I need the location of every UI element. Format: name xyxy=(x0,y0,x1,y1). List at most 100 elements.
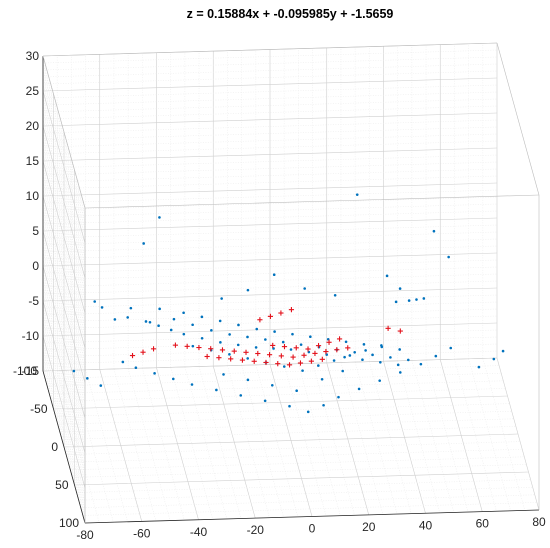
inlier-point xyxy=(243,349,249,355)
grid-line xyxy=(42,119,498,134)
cloud-point xyxy=(332,359,336,362)
cloud-point xyxy=(422,297,426,300)
cloud-point xyxy=(86,377,89,380)
inlier-point xyxy=(305,346,311,352)
grid-line xyxy=(42,182,498,197)
cloud-point xyxy=(355,193,359,196)
grid-line xyxy=(42,175,498,190)
cloud-point xyxy=(237,323,240,327)
grid-line xyxy=(42,168,498,183)
cloud-point xyxy=(371,353,374,357)
grid-line xyxy=(42,63,498,78)
inlier-point xyxy=(312,350,318,357)
cloud-point xyxy=(309,335,312,338)
y-axis-line xyxy=(42,370,86,524)
grid-line xyxy=(42,56,498,71)
inlier-point xyxy=(297,360,304,366)
inlier-point xyxy=(334,347,340,353)
cloud-point xyxy=(281,340,285,344)
cloud-point xyxy=(158,307,161,311)
grid-line xyxy=(42,84,498,99)
cloud-point xyxy=(341,369,345,373)
x-tick-label: -20 xyxy=(247,523,265,537)
grid-line xyxy=(42,252,498,267)
inlier-point xyxy=(208,346,214,352)
grid-line xyxy=(68,448,523,463)
cloud-point xyxy=(228,333,231,336)
box-edge xyxy=(42,55,86,209)
x-tick-label: -40 xyxy=(190,525,208,539)
cloud-point xyxy=(142,242,145,245)
cloud-point xyxy=(219,341,222,344)
box-edge xyxy=(496,42,540,196)
cloud-point xyxy=(134,366,138,370)
inlier-point xyxy=(286,362,293,368)
inlier-point xyxy=(385,325,391,331)
grid-line xyxy=(42,49,498,64)
cloud-point xyxy=(398,348,401,351)
inlier-point xyxy=(397,328,403,334)
cloud-point xyxy=(357,387,361,391)
cloud-point xyxy=(361,358,364,362)
inlier-point xyxy=(326,339,332,345)
inlier-point xyxy=(150,346,157,352)
cloud-point xyxy=(182,332,186,336)
cloud-point xyxy=(157,324,160,328)
grid-line xyxy=(78,486,533,501)
inlier-point xyxy=(140,349,146,355)
cloud-point xyxy=(144,320,148,323)
grid-line xyxy=(42,294,498,309)
cloud-point xyxy=(333,293,337,297)
grid-line xyxy=(42,300,86,454)
cloud-point xyxy=(320,377,324,381)
x-tick-label: 40 xyxy=(419,518,433,532)
grid-line xyxy=(42,315,498,330)
z-tick-label: -10 xyxy=(22,329,40,343)
inlier-point xyxy=(228,356,234,362)
inlier-point xyxy=(323,348,329,355)
y-tick-label: 100 xyxy=(59,516,79,530)
grid-line xyxy=(53,395,508,410)
cloud-point xyxy=(415,298,418,301)
cloud-point xyxy=(169,328,173,332)
grid-line xyxy=(42,335,86,489)
grid-line xyxy=(51,388,506,402)
inlier-point xyxy=(275,361,281,367)
inlier-point xyxy=(281,344,288,350)
inlier-point xyxy=(251,358,257,364)
cloud-point xyxy=(129,306,133,310)
x-tick-label: 80 xyxy=(532,515,546,529)
grid-line xyxy=(42,231,498,246)
grid-line xyxy=(42,259,498,274)
grid-line xyxy=(42,350,498,365)
cloud-point xyxy=(343,355,346,359)
inlier-point xyxy=(301,352,307,358)
cloud-point xyxy=(282,365,286,368)
grid-line xyxy=(63,433,519,448)
chart-title: z = 0.15884x + -0.095985y + -1.5659 xyxy=(187,7,394,21)
z-tick-label: 15 xyxy=(26,154,40,168)
cloud-point xyxy=(419,362,423,366)
grid-line xyxy=(42,301,498,316)
cloud-point xyxy=(348,354,352,357)
grid-line xyxy=(66,441,521,455)
cloud-point xyxy=(190,383,194,386)
cloud-point xyxy=(344,340,348,344)
grid-line xyxy=(42,125,86,279)
cloud-point xyxy=(449,346,453,350)
cloud-point xyxy=(289,348,293,351)
cloud-point xyxy=(272,273,276,277)
grid-line xyxy=(72,464,527,478)
grid-line xyxy=(42,90,86,244)
grid-line xyxy=(42,245,498,260)
grid-line xyxy=(42,161,498,176)
grid-line xyxy=(42,126,498,141)
z-tick-label: 10 xyxy=(26,189,40,203)
grid-line xyxy=(57,410,512,425)
grid-line xyxy=(42,210,498,225)
cloud-point xyxy=(379,360,382,364)
cloud-point xyxy=(220,297,223,300)
cloud-point xyxy=(263,399,267,403)
inlier-point xyxy=(219,347,226,353)
cloud-point xyxy=(432,229,436,233)
